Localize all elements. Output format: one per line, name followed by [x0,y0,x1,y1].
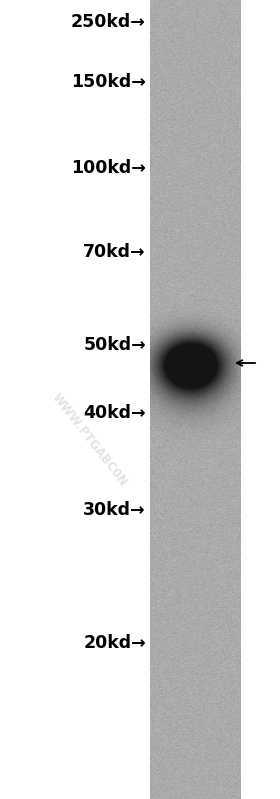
Text: WWW.PTGABC0N: WWW.PTGABC0N [50,391,130,488]
Text: 250kd→: 250kd→ [71,13,146,31]
Text: 50kd→: 50kd→ [83,336,146,354]
Text: 100kd→: 100kd→ [71,159,146,177]
Text: 20kd→: 20kd→ [83,634,146,652]
Text: 70kd→: 70kd→ [83,243,146,261]
Text: 150kd→: 150kd→ [71,73,146,91]
Text: 40kd→: 40kd→ [83,404,146,422]
Text: 30kd→: 30kd→ [83,501,146,519]
